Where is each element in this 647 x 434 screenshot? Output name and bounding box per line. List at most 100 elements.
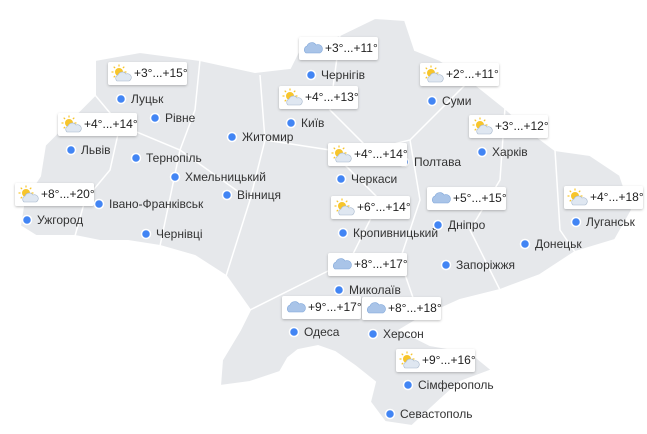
city-name: Тернопіль bbox=[146, 151, 202, 165]
city-name: Чернівці bbox=[156, 227, 203, 241]
forecast-box: +3°...+12° bbox=[469, 115, 549, 138]
sun-ray bbox=[569, 190, 572, 193]
cloud-icon bbox=[333, 258, 352, 270]
forecast-temp: +9°...+17° bbox=[308, 300, 362, 314]
city-name: Миколаїв bbox=[349, 283, 401, 297]
forecast-box: +2°...+11° bbox=[420, 63, 499, 86]
forecast-box: +9°...+16° bbox=[396, 349, 476, 372]
sun-ray bbox=[72, 117, 75, 120]
city: Донецьк bbox=[519, 237, 582, 251]
city-name: Запоріжжя bbox=[456, 258, 515, 272]
city-name: Харків bbox=[492, 145, 528, 159]
city: Харків bbox=[476, 145, 528, 159]
city-dot bbox=[169, 171, 181, 183]
forecast-box: +8°...+17° bbox=[328, 253, 408, 276]
city-name: Донецьк bbox=[535, 237, 582, 251]
sun-ray bbox=[284, 90, 287, 93]
sun-ray bbox=[345, 200, 348, 203]
city-name: Одеса bbox=[304, 325, 340, 339]
sun-ray bbox=[474, 128, 477, 131]
city-dot bbox=[130, 152, 142, 164]
city: Севастополь bbox=[384, 407, 472, 421]
city: Одеса bbox=[288, 325, 340, 339]
sun-ray bbox=[113, 66, 116, 69]
city-name: Луганськ bbox=[586, 215, 636, 229]
city-dot bbox=[288, 326, 300, 338]
city: Миколаїв bbox=[333, 283, 401, 297]
city-dot bbox=[335, 173, 347, 185]
forecast-temp: +3°...+12° bbox=[495, 119, 549, 133]
city: Чернігів bbox=[305, 68, 365, 82]
forecast-temp: +8°...+17° bbox=[354, 257, 408, 271]
cloud-icon bbox=[65, 122, 82, 133]
sun-ray bbox=[29, 187, 32, 190]
city-dot bbox=[65, 144, 77, 156]
city: Херсон bbox=[367, 327, 424, 341]
city-dot bbox=[426, 95, 438, 107]
city: Хмельницький bbox=[169, 170, 266, 184]
city-name: Кропивницький bbox=[353, 226, 438, 240]
cloud-icon bbox=[571, 195, 588, 206]
city-dot bbox=[337, 227, 349, 239]
forecast-temp: +4°...+13° bbox=[305, 90, 359, 104]
city: Житомир bbox=[226, 130, 294, 144]
forecast-temp: +9°...+16° bbox=[422, 353, 476, 367]
city: Луганськ bbox=[570, 215, 636, 229]
city: Тернопіль bbox=[130, 151, 202, 165]
city: Івано-Франківськ bbox=[93, 197, 204, 211]
forecast-temp: +3°...+15° bbox=[134, 66, 188, 80]
city-dot bbox=[305, 69, 317, 81]
forecast-temp: +8°...+18° bbox=[388, 301, 442, 315]
forecast-temp: +2°...+11° bbox=[446, 67, 499, 81]
forecast-bg bbox=[427, 187, 506, 210]
city-name: Черкаси bbox=[351, 172, 397, 186]
city-dot bbox=[226, 131, 238, 143]
sun-ray bbox=[401, 362, 404, 365]
forecast-temp: +4°...+14° bbox=[354, 147, 408, 161]
city: Запоріжжя bbox=[440, 258, 515, 272]
city-name: Івано-Франківськ bbox=[109, 197, 204, 211]
city-dot bbox=[570, 216, 582, 228]
forecast-box: +4°...+14° bbox=[58, 113, 138, 136]
city-name: Дніпро bbox=[448, 218, 486, 232]
sun-ray bbox=[569, 199, 572, 202]
sun-ray bbox=[474, 119, 477, 122]
city-dot bbox=[519, 238, 531, 250]
city: Київ bbox=[285, 116, 324, 130]
forecast-box: +5°...+15° bbox=[427, 187, 507, 210]
city-name: Луцьк bbox=[131, 92, 164, 106]
sun-ray bbox=[113, 75, 116, 78]
city-dot bbox=[384, 408, 396, 420]
sun-ray bbox=[63, 126, 66, 129]
sun-ray bbox=[293, 90, 296, 93]
city: Черкаси bbox=[335, 172, 397, 186]
forecast-box: +3°...+15° bbox=[108, 62, 188, 85]
sun-ray bbox=[401, 353, 404, 356]
sun-ray bbox=[63, 117, 66, 120]
sun-ray bbox=[284, 99, 287, 102]
cloud-icon bbox=[338, 205, 355, 216]
forecast-box: +8°...+20° bbox=[15, 183, 95, 206]
sun-ray bbox=[483, 119, 486, 122]
city: Суми bbox=[426, 94, 471, 108]
forecast-temp: +5°...+15° bbox=[453, 191, 507, 205]
city-dot bbox=[115, 93, 127, 105]
sun-ray bbox=[20, 196, 23, 199]
city-dot bbox=[402, 379, 414, 391]
forecast-temp: +3°...+11° bbox=[325, 41, 378, 55]
sun-ray bbox=[578, 190, 581, 193]
city: Вінниця bbox=[221, 188, 281, 202]
city-name: Полтава bbox=[414, 155, 461, 169]
city-name: Севастополь bbox=[400, 407, 472, 421]
cloud-icon bbox=[427, 72, 444, 83]
sun-ray bbox=[434, 67, 437, 70]
city-name: Чернігів bbox=[321, 68, 365, 82]
city-name: Львів bbox=[81, 143, 111, 157]
forecast-box: +4°...+14° bbox=[328, 143, 408, 166]
city-dot bbox=[476, 146, 488, 158]
city: Чернівці bbox=[140, 227, 203, 241]
city-name: Суми bbox=[442, 94, 471, 108]
forecast-box: +4°...+18° bbox=[564, 186, 644, 209]
city-name: Житомир bbox=[242, 130, 294, 144]
